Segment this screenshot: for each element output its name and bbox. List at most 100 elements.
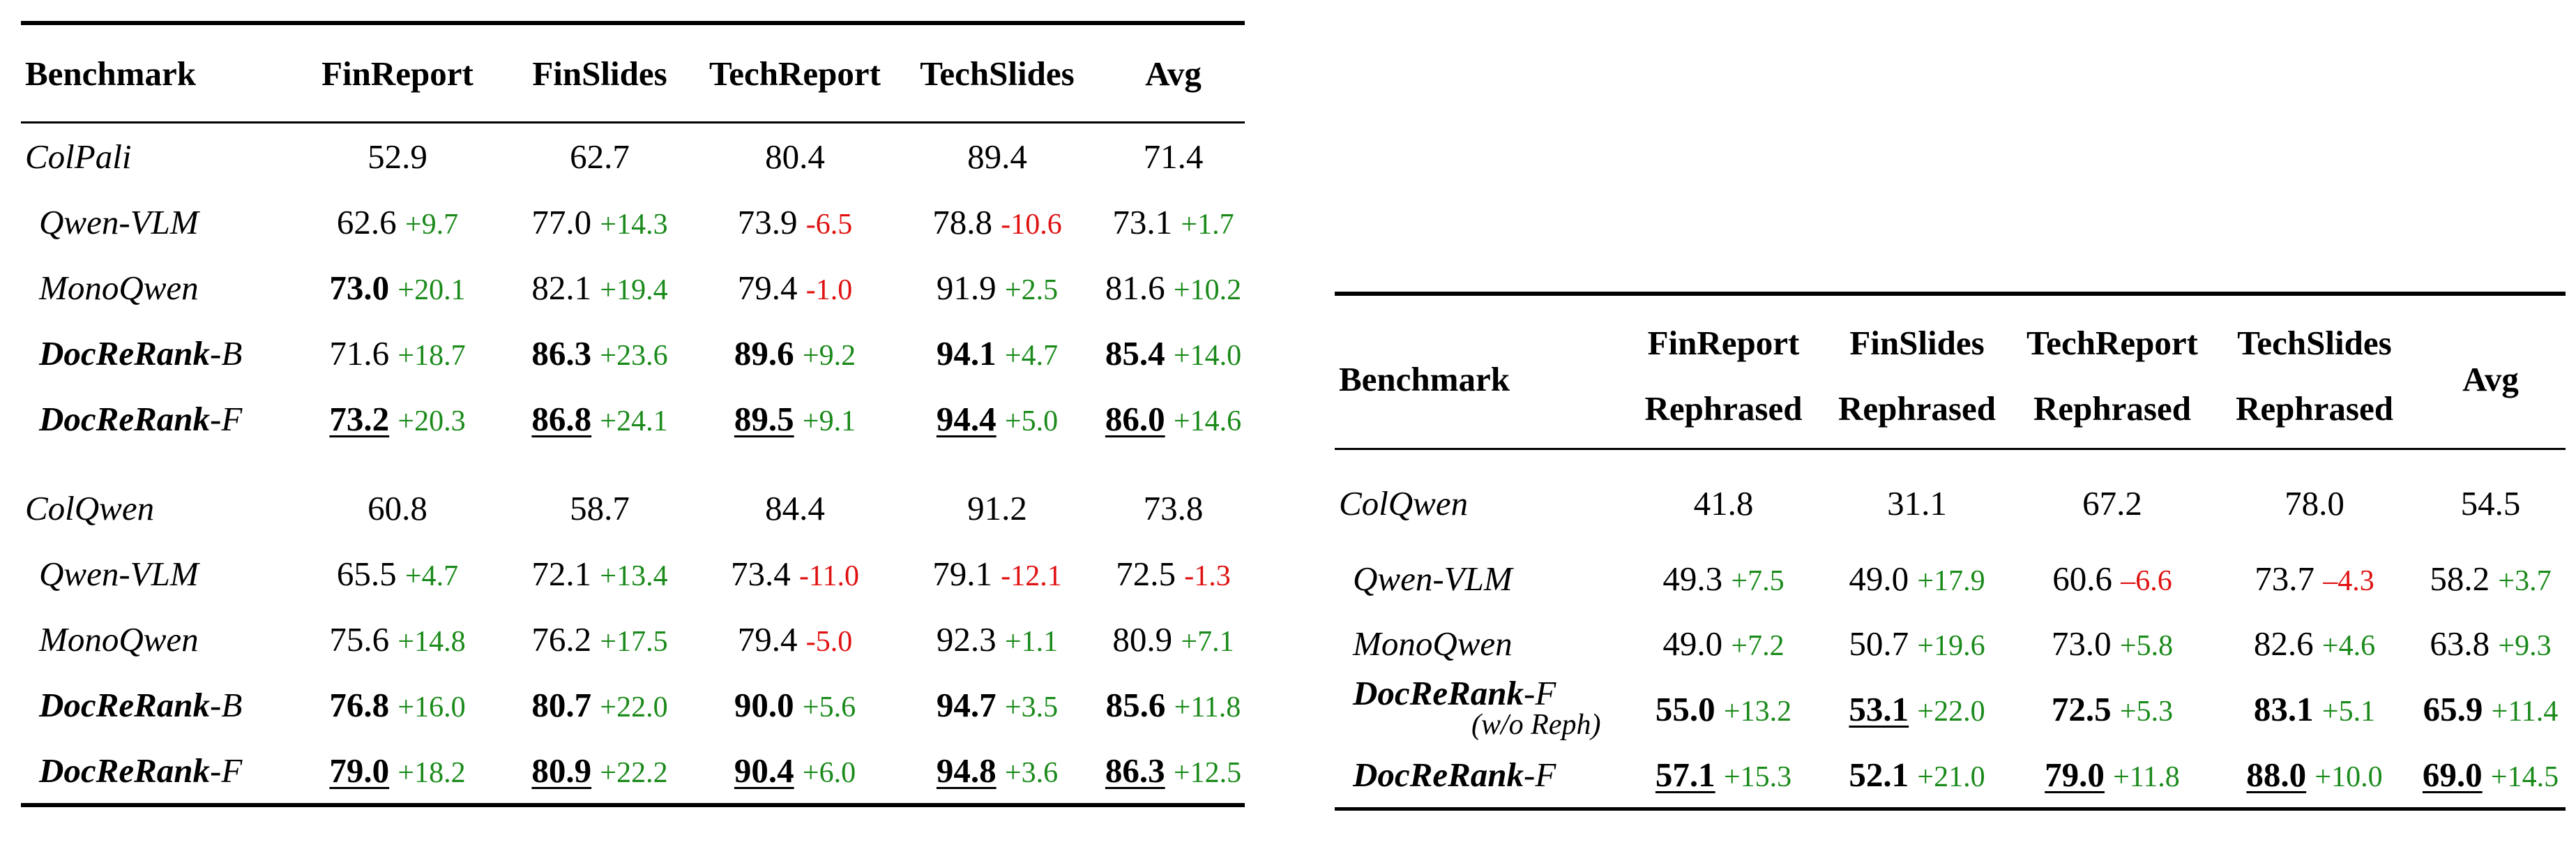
score-value: 73.9 (737, 202, 798, 241)
model-name-cell: ColQwen (21, 475, 293, 541)
model-name: DocReRank-F (1353, 758, 1556, 793)
model-name-cell: ColQwen (1335, 449, 1624, 547)
score-cell: 53.1 +22.0 (1823, 676, 2011, 742)
score-delta: +3.7 (2498, 565, 2552, 597)
score-value: 88.0 (2246, 756, 2307, 794)
score-cell: 73.0 +20.1 (293, 255, 502, 320)
score-value: 53.1 (1849, 690, 1909, 728)
score-delta: –6.6 (2121, 565, 2172, 597)
header-benchmark: Benchmark (1335, 294, 1624, 450)
model-name-cell: MonoQwen (21, 606, 293, 672)
score-cell: 52.9 (293, 123, 502, 190)
score-cell: 89.5 +9.1 (697, 386, 893, 451)
score-value: 49.0 (1849, 560, 1909, 598)
table-row: MonoQwen 49.0 +7.2 50.7 +19.6 73.0 +5.8 82.6… (1335, 611, 2566, 676)
score-delta: +1.7 (1181, 208, 1234, 241)
model-name-suffix: -F (210, 751, 243, 790)
model-name-suffix: ColQwen (25, 488, 155, 527)
model-name-cell: DocReRank-F (21, 386, 293, 451)
score-delta: -10.6 (1001, 208, 1062, 241)
score-cell: 86.3 +12.5 (1102, 737, 1245, 805)
header-row-1: Benchmark FinReport FinSlides TechReport… (1335, 294, 2566, 450)
score-value: 90.0 (734, 685, 794, 724)
score-delta: +24.1 (600, 405, 668, 437)
table-row: ColPali 52.9 62.7 80.4 89.4 71.4 (21, 123, 1245, 190)
model-name-bold: DocReRank (1353, 756, 1524, 794)
score-value: 52.9 (368, 137, 427, 176)
model-name-suffix: ColQwen (1339, 483, 1469, 523)
score-value: 60.6 (2052, 560, 2112, 598)
score-cell: 89.4 (893, 123, 1102, 190)
score-delta: +9.1 (802, 405, 856, 437)
score-delta: +5.6 (802, 691, 856, 723)
score-cell: 60.8 (293, 475, 502, 541)
score-cell: 69.0 +14.5 (2416, 742, 2566, 809)
table-row: DocReRank-F 79.0 +18.2 80.9 +22.2 90.4 +6.0… (21, 737, 1245, 805)
score-value: 89.4 (967, 137, 1027, 176)
table-row: MonoQwen 73.0 +20.1 82.1 +19.4 79.4 -1.0 91.… (21, 255, 1245, 320)
score-cell: 86.0 +14.6 (1102, 386, 1245, 451)
score-cell: 76.8 +16.0 (293, 672, 502, 737)
score-delta: +5.8 (2119, 630, 2174, 662)
score-delta: +11.4 (2491, 696, 2559, 728)
table-row: MonoQwen 75.6 +14.8 76.2 +17.5 79.4 -5.0 92.… (21, 606, 1245, 672)
score-cell: 91.9 +2.5 (893, 255, 1102, 320)
score-value: 79.4 (737, 268, 798, 307)
model-name-cell: DocReRank-B (21, 320, 293, 386)
score-cell: 72.1 +13.4 (502, 541, 697, 606)
score-delta: +14.8 (397, 625, 466, 658)
score-delta: +20.1 (397, 273, 466, 306)
model-name: ColQwen (25, 488, 155, 527)
score-cell: 75.6 +14.8 (293, 606, 502, 672)
score-value: 77.0 (531, 202, 592, 241)
score-delta: +14.0 (1173, 339, 1242, 372)
score-delta: +13.4 (600, 560, 668, 592)
score-cell: 84.4 (697, 475, 893, 541)
score-value: 54.5 (2460, 483, 2521, 523)
table-row: DocReRank-B 71.6 +18.7 86.3 +23.6 89.6 +9.2… (21, 320, 1245, 386)
score-value: 49.0 (1662, 624, 1723, 663)
score-delta: +20.3 (397, 405, 466, 437)
score-cell: 78.8 -10.6 (893, 189, 1102, 255)
header-finreport: FinReport (293, 23, 502, 123)
score-delta: +7.2 (1731, 630, 1785, 662)
score-cell: 41.8 (1624, 449, 1823, 547)
score-delta: +1.1 (1004, 625, 1059, 658)
score-delta: -5.0 (805, 625, 853, 658)
score-delta: -12.1 (1001, 560, 1062, 592)
model-name-suffix: Qwen-VLM (39, 554, 199, 593)
table-row: DocReRank-F 57.1 +15.3 52.1 +21.0 79.0 +11.… (1335, 742, 2566, 809)
score-delta: +15.3 (1723, 761, 1792, 793)
score-value: 79.4 (737, 620, 798, 659)
model-name-suffix: -F (210, 399, 243, 438)
score-value: 94.1 (936, 333, 997, 373)
score-cell: 60.6 –6.6 (2011, 546, 2213, 611)
score-cell: 72.5 -1.3 (1102, 541, 1245, 606)
score-cell: 83.1 +5.1 (2213, 676, 2416, 742)
score-cell: 85.4 +14.0 (1102, 320, 1245, 386)
score-cell: 86.8 +24.1 (502, 386, 697, 451)
model-note: (w/o Reph) (1471, 709, 1601, 741)
model-name: Qwen-VLM (39, 554, 199, 593)
score-value: 69.0 (2422, 756, 2483, 794)
score-value: 41.8 (1693, 483, 1754, 523)
score-value: 65.5 (336, 554, 397, 593)
score-value: 85.6 (1105, 685, 1166, 724)
header-finslides: FinSlides (502, 23, 697, 123)
score-cell: 62.6 +9.7 (293, 189, 502, 255)
score-value: 79.1 (932, 554, 992, 593)
score-value: 76.8 (329, 685, 390, 724)
score-cell: 89.6 +9.2 (697, 320, 893, 386)
score-cell: 71.6 +18.7 (293, 320, 502, 386)
model-name-cell: DocReRank-B (21, 672, 293, 737)
model-name-cell: MonoQwen (1335, 611, 1624, 676)
table-row: DocReRank-B 76.8 +16.0 80.7 +22.0 90.0 +5.6… (21, 672, 1245, 737)
model-name-suffix: -F (1524, 756, 1556, 794)
table-row: DocReRank-F 73.2 +20.3 86.8 +24.1 89.5 +9.1… (21, 386, 1245, 451)
model-name: DocReRank-F (39, 399, 243, 438)
model-name-cell: Qwen-VLM (21, 189, 293, 255)
score-delta: +9.2 (802, 339, 856, 372)
score-value: 80.4 (765, 137, 825, 176)
model-name-bold: DocReRank (1353, 674, 1524, 712)
score-value: 84.4 (765, 488, 825, 527)
